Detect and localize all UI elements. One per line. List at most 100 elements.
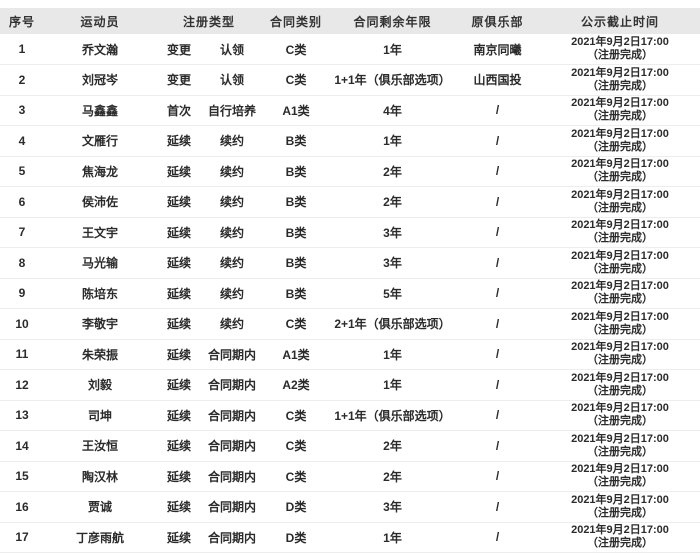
former-club-cell: / <box>455 461 540 492</box>
remaining-years: 4年 <box>383 103 402 118</box>
remaining-years: 1年 <box>383 530 402 545</box>
serial-cell: 14 <box>0 431 44 462</box>
serial-number: 12 <box>15 377 29 392</box>
reg-type-cell: 变更 认领 <box>156 65 262 96</box>
contract-class-cell: C类 <box>262 431 330 462</box>
reg-type-detail: 合同期内 <box>207 408 256 423</box>
contract-class-cell: B类 <box>262 126 330 157</box>
deadline-cell: 2021年9月2日17:00 （注册完成） <box>540 278 700 309</box>
reg-type-cell: 延续 合同期内 <box>156 370 262 401</box>
serial-number: 14 <box>15 438 29 453</box>
reg-type-main: 延续 <box>166 317 191 332</box>
contract-class-cell: B类 <box>262 217 330 248</box>
deadline-status: （注册完成） <box>587 110 653 123</box>
serial-number: 6 <box>18 194 26 209</box>
contract-class: A1类 <box>282 347 310 362</box>
former-club-cell: 山西国投 <box>455 65 540 96</box>
deadline-cell: 2021年9月2日17:00 （注册完成） <box>540 400 700 431</box>
deadline-status: （注册完成） <box>587 506 653 519</box>
serial-cell: 10 <box>0 309 44 340</box>
serial-number: 3 <box>18 103 26 118</box>
serial-number: 10 <box>15 316 29 331</box>
deadline-status: （注册完成） <box>587 445 653 458</box>
remaining-years-cell: 2年 <box>330 187 455 218</box>
serial-cell: 11 <box>0 339 44 370</box>
col-header-contract-class: 合同类别 <box>269 14 322 29</box>
remaining-years-cell: 1+1年（俱乐部选项） <box>330 65 455 96</box>
reg-type-cell: 延续 续约 <box>156 248 262 279</box>
col-header-remaining-years: 合同剩余年限 <box>353 14 432 29</box>
table-row: 15 陶汉林 延续 合同期内 C类 2年 / 2021年9月2日17:00 （注… <box>0 461 700 492</box>
reg-type-main: 变更 <box>166 73 191 88</box>
contract-class: C类 <box>285 439 307 454</box>
table-row: 17 丁彦雨航 延续 合同期内 D类 1年 / 2021年9月2日17:00 （… <box>0 522 700 553</box>
reg-type-main: 延续 <box>166 439 191 454</box>
contract-class-cell: C类 <box>262 400 330 431</box>
deadline-cell: 2021年9月2日17:00 （注册完成） <box>540 95 700 126</box>
table-row: 3 马鑫鑫 首次 自行培养 A1类 4年 / 2021年9月2日17:00 （注… <box>0 95 700 126</box>
athlete-cell: 焦海龙 <box>44 156 156 187</box>
remaining-years: 3年 <box>383 256 402 271</box>
reg-type-main: 延续 <box>166 500 191 515</box>
reg-type-detail: 合同期内 <box>207 439 256 454</box>
table-row: 6 侯沛佐 延续 续约 B类 2年 / 2021年9月2日17:00 （注册完成… <box>0 187 700 218</box>
serial-number: 17 <box>15 530 29 545</box>
remaining-years-cell: 5年 <box>330 278 455 309</box>
reg-type-group: 变更 认领 <box>156 71 262 88</box>
reg-type-detail: 认领 <box>219 73 244 88</box>
former-club: 南京同曦 <box>473 42 522 57</box>
remaining-years-cell: 2年 <box>330 431 455 462</box>
contract-class: C类 <box>285 317 307 332</box>
remaining-years: 2年 <box>383 195 402 210</box>
contract-class: A1类 <box>282 103 310 118</box>
contract-class: D类 <box>285 530 307 545</box>
table-row: 8 马光输 延续 续约 B类 3年 / 2021年9月2日17:00 （注册完成… <box>0 248 700 279</box>
former-club: / <box>495 225 500 240</box>
contract-class: B类 <box>285 256 307 271</box>
contract-class: B类 <box>285 164 307 179</box>
former-club: / <box>495 164 500 179</box>
contract-class: B类 <box>285 286 307 301</box>
table-row: 4 文雁行 延续 续约 B类 1年 / 2021年9月2日17:00 （注册完成… <box>0 126 700 157</box>
athlete-cell: 李敬宇 <box>44 309 156 340</box>
reg-type-detail: 续约 <box>219 195 244 210</box>
former-club: / <box>495 377 500 392</box>
former-club-cell: / <box>455 278 540 309</box>
former-club: 山西国投 <box>473 73 522 88</box>
deadline-cell: 2021年9月2日17:00 （注册完成） <box>540 187 700 218</box>
deadline-cell: 2021年9月2日17:00 （注册完成） <box>540 248 700 279</box>
athlete-cell: 王文宇 <box>44 217 156 248</box>
contract-class: C类 <box>285 408 307 423</box>
remaining-years: 3年 <box>383 225 402 240</box>
contract-class: C类 <box>285 469 307 484</box>
reg-type-group: 延续 合同期内 <box>156 498 262 515</box>
serial-number: 15 <box>15 469 29 484</box>
contract-class-cell: C类 <box>262 65 330 96</box>
reg-type-group: 延续 续约 <box>156 224 262 241</box>
former-club-cell: / <box>455 400 540 431</box>
remaining-years: 2+1年（俱乐部选项） <box>334 317 451 332</box>
remaining-years-cell: 2+1年（俱乐部选项） <box>330 309 455 340</box>
athlete-cell: 侯沛佐 <box>44 187 156 218</box>
deadline-cell: 2021年9月2日17:00 （注册完成） <box>540 461 700 492</box>
contract-class-cell: C类 <box>262 309 330 340</box>
table-row: 5 焦海龙 延续 续约 B类 2年 / 2021年9月2日17:00 （注册完成… <box>0 156 700 187</box>
contract-class: A2类 <box>282 378 310 393</box>
serial-number: 1 <box>18 42 26 56</box>
serial-cell: 1 <box>0 34 44 65</box>
reg-type-cell: 延续 合同期内 <box>156 492 262 523</box>
remaining-years: 1年 <box>383 347 402 362</box>
serial-cell: 17 <box>0 522 44 553</box>
table-row: 13 司坤 延续 合同期内 C类 1+1年（俱乐部选项） / 2021年9月2日… <box>0 400 700 431</box>
reg-type-main: 延续 <box>166 195 191 210</box>
reg-type-main: 延续 <box>166 164 191 179</box>
reg-type-main: 延续 <box>166 347 191 362</box>
athlete-cell: 丁彦雨航 <box>44 522 156 553</box>
reg-type-group: 延续 续约 <box>156 315 262 332</box>
reg-type-cell: 延续 续约 <box>156 156 262 187</box>
deadline-status: （注册完成） <box>587 201 653 214</box>
deadline-cell: 2021年9月2日17:00 （注册完成） <box>540 65 700 96</box>
contract-class: B类 <box>285 225 307 240</box>
remaining-years: 1+1年（俱乐部选项） <box>334 73 451 88</box>
contract-class-cell: B类 <box>262 278 330 309</box>
